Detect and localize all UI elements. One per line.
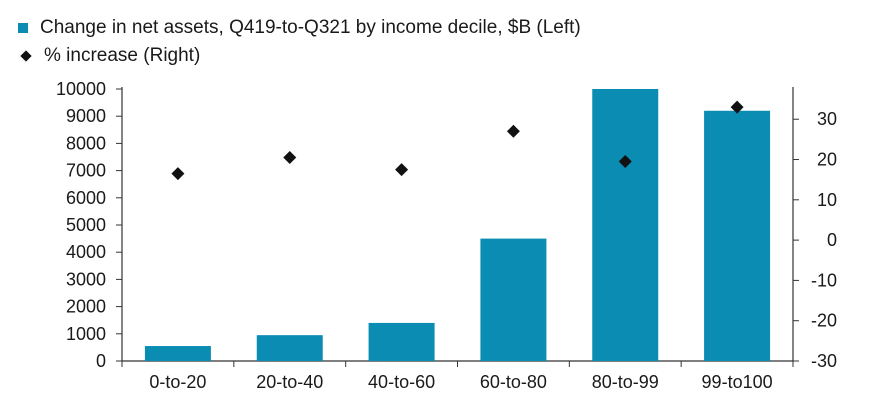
x-tick-label: 0-to-20 [149, 372, 206, 392]
left-tick-label: 2000 [66, 297, 106, 317]
chart-legend: Change in net assets, Q419-to-Q321 by in… [18, 14, 581, 70]
left-tick-label: 1000 [66, 324, 106, 344]
legend-item-bars: Change in net assets, Q419-to-Q321 by in… [18, 14, 581, 42]
left-tick-label: 3000 [66, 269, 106, 289]
percent-marker [730, 100, 744, 114]
left-tick-label: 8000 [66, 133, 106, 153]
legend-item-markers: % increase (Right) [18, 42, 581, 70]
left-tick-label: 10000 [56, 79, 106, 99]
percent-marker [506, 124, 520, 138]
left-tick-label: 4000 [66, 242, 106, 262]
percent-marker [283, 151, 297, 165]
x-tick-label: 40-to-60 [368, 372, 435, 392]
bar [144, 346, 211, 361]
left-tick-label: 6000 [66, 188, 106, 208]
x-tick-label: 20-to-40 [256, 372, 323, 392]
right-tick-label: 20 [817, 150, 837, 170]
bar [368, 322, 435, 361]
right-tick-label: 10 [817, 190, 837, 210]
x-tick-label: 80-to-99 [592, 372, 659, 392]
percent-marker [618, 155, 632, 169]
right-tick-label: -20 [811, 311, 837, 331]
left-tick-label: 5000 [66, 215, 106, 235]
right-tick-label: -30 [811, 351, 837, 371]
left-tick-label: 9000 [66, 106, 106, 126]
percent-marker [171, 167, 185, 181]
percent-marker [395, 163, 409, 177]
bar [480, 238, 547, 361]
bar [256, 335, 323, 361]
x-tick-label: 60-to-80 [480, 372, 547, 392]
left-tick-label: 0 [96, 351, 106, 371]
legend-label-bars: Change in net assets, Q419-to-Q321 by in… [40, 17, 581, 38]
bar [592, 89, 659, 361]
legend-label-markers: % increase (Right) [44, 45, 201, 66]
x-tick-label: 99-to100 [702, 372, 773, 392]
left-tick-label: 7000 [66, 161, 106, 181]
right-tick-label: -10 [811, 270, 837, 290]
right-tick-label: 30 [817, 109, 837, 129]
legend-bar-swatch [18, 23, 28, 33]
bar [704, 110, 771, 361]
right-tick-label: 0 [827, 230, 837, 250]
